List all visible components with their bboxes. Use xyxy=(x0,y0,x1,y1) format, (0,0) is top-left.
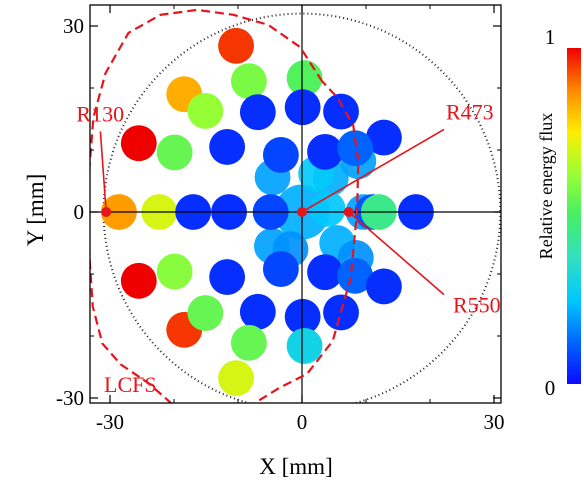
annotations: R130 R473 R550 LCFS xyxy=(76,99,500,397)
cluster-spot xyxy=(309,190,346,227)
flux-spot xyxy=(284,298,321,335)
flux-spot xyxy=(307,133,343,170)
flux-spot xyxy=(307,254,343,291)
x-tick-label: 30 xyxy=(484,410,505,434)
flux-spot xyxy=(218,27,254,64)
lcfs-boundary xyxy=(90,8,360,403)
flux-spot xyxy=(156,134,193,171)
r550-leader xyxy=(348,211,445,296)
colorbar-title: Relative energy flux xyxy=(536,113,556,260)
plot-frame xyxy=(89,4,502,404)
marker-leaders xyxy=(99,128,445,296)
flux-spot xyxy=(262,137,299,173)
marker-layer xyxy=(101,207,354,217)
flux-spot xyxy=(120,262,157,299)
flux-spot xyxy=(209,128,246,165)
flux-spot xyxy=(284,89,321,126)
flux-spot xyxy=(239,94,276,131)
r550-label: R550 xyxy=(453,293,501,318)
flux-spot xyxy=(187,93,224,129)
r130-leader xyxy=(99,131,107,213)
flux-spot xyxy=(187,295,224,331)
flux-spot xyxy=(230,63,267,100)
r550-marker xyxy=(343,207,354,217)
flux-spot xyxy=(323,93,359,130)
y-axis-title: Y [mm] xyxy=(23,174,48,247)
r130-label: R130 xyxy=(76,101,124,126)
plot-area xyxy=(90,5,501,403)
colorbar: 1 0 Relative energy flux xyxy=(536,25,581,400)
flux-spot xyxy=(366,119,402,156)
r130-marker xyxy=(101,207,112,217)
y-tick-label: 30 xyxy=(63,14,84,38)
flux-spot xyxy=(262,251,299,287)
x-tick-label: 0 xyxy=(297,410,308,434)
flux-spot xyxy=(239,293,276,330)
flux-spot xyxy=(230,324,267,361)
lcfs-label: LCFS xyxy=(104,372,157,397)
y-tick-label: -30 xyxy=(56,386,84,410)
axis-ticks: -30 0 30 30 0 -30 xyxy=(56,5,505,434)
flux-spot xyxy=(209,259,246,296)
colorbar-bar xyxy=(567,48,581,384)
flux-spot xyxy=(337,257,374,294)
x-axis-title: X [mm] xyxy=(259,454,332,479)
flux-spot xyxy=(120,125,157,162)
flux-spot xyxy=(337,130,374,167)
x-tick-label: -30 xyxy=(96,410,124,434)
colorbar-min-label: 0 xyxy=(545,376,556,400)
flux-spot xyxy=(366,268,402,305)
flux-spot xyxy=(218,360,254,397)
colorbar-max-label: 1 xyxy=(545,25,556,49)
r473-marker xyxy=(297,207,307,217)
flux-spot xyxy=(156,253,193,290)
r473-label: R473 xyxy=(446,99,494,124)
r473-leader xyxy=(301,128,445,213)
y-tick-label: 0 xyxy=(74,200,85,224)
flux-spot xyxy=(286,328,323,364)
